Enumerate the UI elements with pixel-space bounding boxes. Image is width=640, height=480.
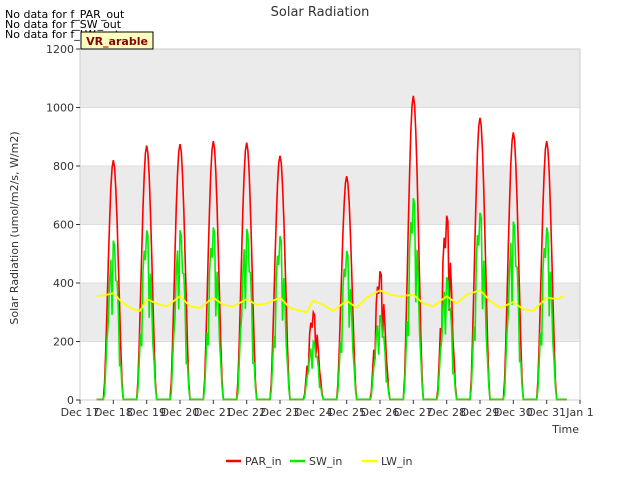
sw-in-line	[96, 198, 567, 401]
badge-box	[80, 31, 154, 50]
x-tick-label-14: Dec 31	[527, 406, 566, 419]
x-tick-label-9: Dec 26	[361, 406, 400, 419]
par-in-line	[96, 95, 567, 401]
x-tick-label-10: Dec 27	[394, 406, 433, 419]
no-data-par-out: No data for f_PAR_out	[5, 8, 125, 21]
y-tick-label-2: 400	[53, 277, 74, 290]
x-axis-label: Time	[551, 423, 579, 436]
y-tick-label-6: 1200	[46, 43, 74, 56]
background-bands	[80, 49, 580, 342]
x-tick-label-0: Dec 17	[61, 406, 100, 419]
x-tick-label-7: Dec 24	[294, 406, 333, 419]
y-tick-label-1: 200	[53, 336, 74, 349]
y-axis-label: Solar Radiation (umol/m2/s, W/m2)	[8, 131, 21, 324]
series-lines	[96, 95, 567, 401]
legend-label-1: SW_in	[309, 455, 342, 468]
x-tick-label-6: Dec 23	[261, 406, 300, 419]
band-1	[80, 283, 580, 342]
x-tick-label-5: Dec 22	[227, 406, 266, 419]
x-tick-label-11: Dec 28	[427, 406, 466, 419]
y-axis-ticks: 0 200 400 600 800 1000 1200	[46, 43, 80, 407]
y-tick-label-4: 800	[53, 160, 74, 173]
lw-in-line	[96, 289, 564, 314]
band-5	[80, 49, 580, 108]
legend: PAR_in SW_in LW_in	[226, 455, 413, 468]
legend-label-2: LW_in	[381, 455, 413, 468]
vr-arable-badge: VR_arable	[80, 31, 154, 50]
band-3	[80, 166, 580, 225]
y-tick-label-3: 600	[53, 219, 74, 232]
x-tick-label-2: Dec 19	[127, 406, 166, 419]
x-tick-label-15: Jan 1	[565, 406, 593, 419]
y-tick-label-5: 1000	[46, 102, 74, 115]
x-tick-label-1: Dec 18	[94, 406, 133, 419]
x-tick-label-8: Dec 25	[327, 406, 366, 419]
legend-label-0: PAR_in	[245, 455, 282, 468]
badge-label: VR_arable	[86, 35, 148, 48]
chart-title: Solar Radiation	[271, 5, 370, 20]
no-data-sw-out: No data for f_SW_out	[5, 18, 122, 31]
y-tick-label-0: 0	[67, 394, 74, 407]
x-tick-label-12: Dec 29	[461, 406, 500, 419]
x-tick-label-4: Dec 21	[194, 406, 233, 419]
x-tick-label-13: Dec 30	[494, 406, 533, 419]
x-tick-label-3: Dec 20	[161, 406, 200, 419]
